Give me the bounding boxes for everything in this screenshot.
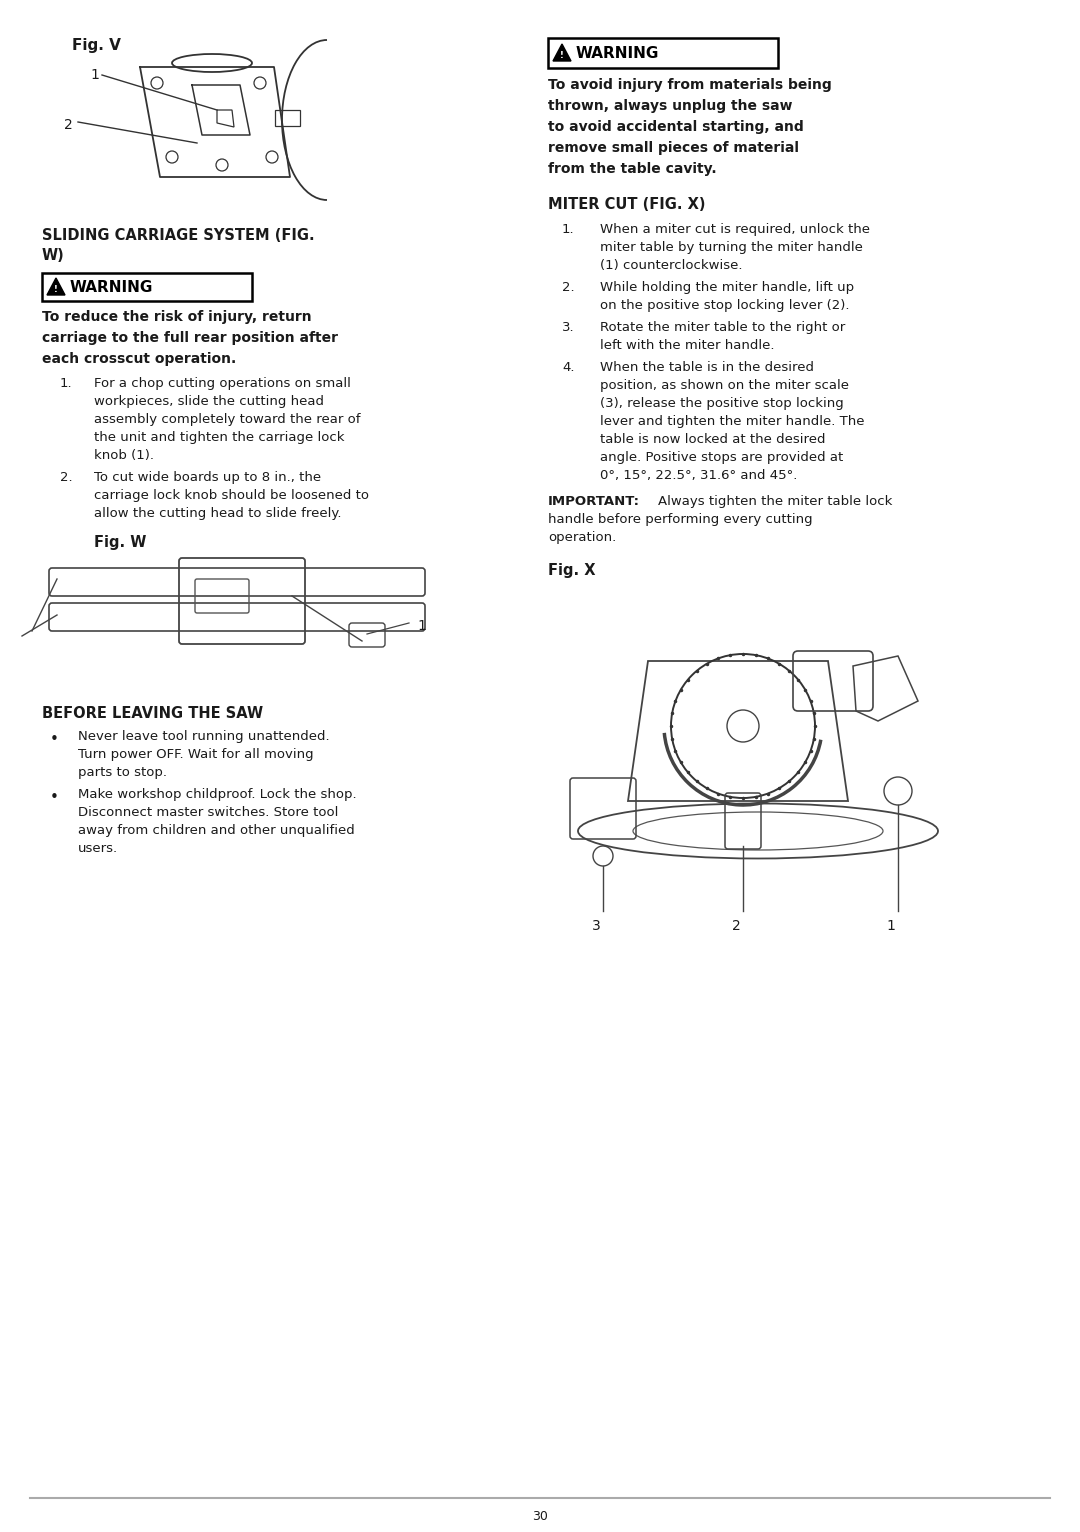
Polygon shape xyxy=(48,277,65,296)
Text: position, as shown on the miter scale: position, as shown on the miter scale xyxy=(600,378,849,392)
Text: allow the cutting head to slide freely.: allow the cutting head to slide freely. xyxy=(94,507,341,519)
Text: SLIDING CARRIAGE SYSTEM (FIG.: SLIDING CARRIAGE SYSTEM (FIG. xyxy=(42,228,314,244)
Text: to avoid accidental starting, and: to avoid accidental starting, and xyxy=(548,119,804,133)
Text: While holding the miter handle, lift up: While holding the miter handle, lift up xyxy=(600,280,854,294)
Text: When a miter cut is required, unlock the: When a miter cut is required, unlock the xyxy=(600,224,870,236)
Bar xyxy=(275,110,300,126)
Text: each crosscut operation.: each crosscut operation. xyxy=(42,352,237,366)
Text: table is now locked at the desired: table is now locked at the desired xyxy=(600,434,825,446)
Text: Disconnect master switches. Store tool: Disconnect master switches. Store tool xyxy=(78,806,338,820)
Text: For a chop cutting operations on small: For a chop cutting operations on small xyxy=(94,377,351,391)
Text: parts to stop.: parts to stop. xyxy=(78,766,167,778)
Text: assembly completely toward the rear of: assembly completely toward the rear of xyxy=(94,414,361,426)
Bar xyxy=(548,38,778,67)
Text: To reduce the risk of injury, return: To reduce the risk of injury, return xyxy=(42,309,312,323)
Text: knob (1).: knob (1). xyxy=(94,449,154,463)
Text: 2: 2 xyxy=(731,919,741,933)
Text: (3), release the positive stop locking: (3), release the positive stop locking xyxy=(600,397,843,411)
Text: Never leave tool running unattended.: Never leave tool running unattended. xyxy=(78,731,329,743)
Text: the unit and tighten the carriage lock: the unit and tighten the carriage lock xyxy=(94,430,345,444)
Text: users.: users. xyxy=(78,843,118,855)
Text: MITER CUT (FIG. X): MITER CUT (FIG. X) xyxy=(548,198,705,211)
Text: To cut wide boards up to 8 in., the: To cut wide boards up to 8 in., the xyxy=(94,470,321,484)
Text: miter table by turning the miter handle: miter table by turning the miter handle xyxy=(600,241,863,254)
Text: carriage to the full rear position after: carriage to the full rear position after xyxy=(42,331,338,345)
Text: 1.: 1. xyxy=(60,377,72,391)
Text: WARNING: WARNING xyxy=(576,46,660,60)
Text: BEFORE LEAVING THE SAW: BEFORE LEAVING THE SAW xyxy=(42,706,264,722)
Text: 1: 1 xyxy=(887,919,895,933)
Text: Always tighten the miter table lock: Always tighten the miter table lock xyxy=(658,495,892,509)
Text: When the table is in the desired: When the table is in the desired xyxy=(600,362,814,374)
Text: •: • xyxy=(50,791,59,804)
Text: 3: 3 xyxy=(592,919,600,933)
Text: 0°, 15°, 22.5°, 31.6° and 45°.: 0°, 15°, 22.5°, 31.6° and 45°. xyxy=(600,469,797,483)
Text: 2.: 2. xyxy=(60,470,72,484)
Text: from the table cavity.: from the table cavity. xyxy=(548,162,717,176)
Text: !: ! xyxy=(561,52,564,60)
Text: Fig. V: Fig. V xyxy=(72,38,121,54)
Text: 3.: 3. xyxy=(562,322,575,334)
Text: thrown, always unplug the saw: thrown, always unplug the saw xyxy=(548,100,793,113)
Text: Fig. W: Fig. W xyxy=(94,535,147,550)
Text: 30: 30 xyxy=(532,1511,548,1523)
Text: WARNING: WARNING xyxy=(70,279,153,294)
Text: handle before performing every cutting: handle before performing every cutting xyxy=(548,513,812,525)
Text: angle. Positive stops are provided at: angle. Positive stops are provided at xyxy=(600,450,843,464)
Text: •: • xyxy=(50,732,59,748)
Text: To avoid injury from materials being: To avoid injury from materials being xyxy=(548,78,832,92)
Text: !: ! xyxy=(54,285,58,294)
Text: on the positive stop locking lever (2).: on the positive stop locking lever (2). xyxy=(600,299,850,313)
Text: 1: 1 xyxy=(417,619,426,633)
Text: 4.: 4. xyxy=(562,362,575,374)
Text: (1) counterclockwise.: (1) counterclockwise. xyxy=(600,259,743,273)
Text: lever and tighten the miter handle. The: lever and tighten the miter handle. The xyxy=(600,415,864,427)
Text: 2.: 2. xyxy=(562,280,575,294)
Text: Make workshop childproof. Lock the shop.: Make workshop childproof. Lock the shop. xyxy=(78,787,356,801)
Text: left with the miter handle.: left with the miter handle. xyxy=(600,339,774,352)
Text: Rotate the miter table to the right or: Rotate the miter table to the right or xyxy=(600,322,846,334)
Text: remove small pieces of material: remove small pieces of material xyxy=(548,141,799,155)
Text: Fig. X: Fig. X xyxy=(548,562,595,578)
Text: workpieces, slide the cutting head: workpieces, slide the cutting head xyxy=(94,395,324,408)
Text: 1: 1 xyxy=(90,67,99,83)
Text: operation.: operation. xyxy=(548,532,617,544)
Text: 2: 2 xyxy=(64,118,72,132)
Bar xyxy=(42,273,252,300)
Polygon shape xyxy=(553,44,571,61)
Text: away from children and other unqualified: away from children and other unqualified xyxy=(78,824,354,836)
Text: 1.: 1. xyxy=(562,224,575,236)
Text: IMPORTANT:: IMPORTANT: xyxy=(548,495,640,509)
Text: Turn power OFF. Wait for all moving: Turn power OFF. Wait for all moving xyxy=(78,748,313,761)
Text: W): W) xyxy=(42,248,65,264)
Text: carriage lock knob should be loosened to: carriage lock knob should be loosened to xyxy=(94,489,369,502)
